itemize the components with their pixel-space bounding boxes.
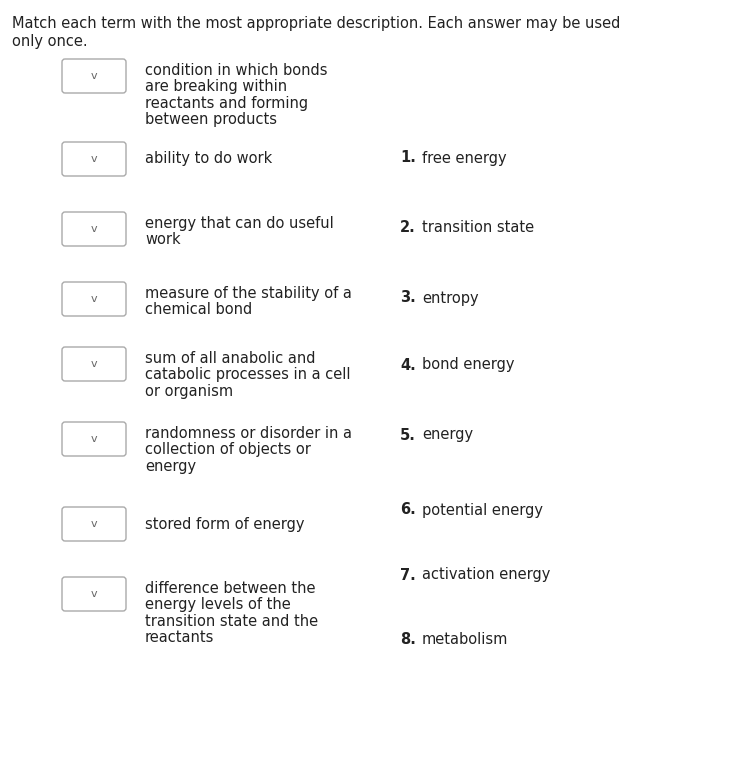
Text: difference between the: difference between the xyxy=(145,580,316,596)
FancyBboxPatch shape xyxy=(62,59,126,93)
Text: work: work xyxy=(145,232,181,248)
Text: 7.: 7. xyxy=(400,567,416,583)
FancyBboxPatch shape xyxy=(62,212,126,246)
Text: only once.: only once. xyxy=(12,34,87,49)
Text: v: v xyxy=(91,294,97,304)
Text: energy: energy xyxy=(145,459,196,474)
Text: potential energy: potential energy xyxy=(422,503,543,518)
Text: 4.: 4. xyxy=(400,358,416,372)
Text: transition state and the: transition state and the xyxy=(145,614,318,629)
Text: bond energy: bond energy xyxy=(422,358,515,372)
Text: energy: energy xyxy=(422,428,473,442)
FancyBboxPatch shape xyxy=(62,282,126,316)
Text: stored form of energy: stored form of energy xyxy=(145,517,304,532)
Text: activation energy: activation energy xyxy=(422,567,551,583)
Text: collection of objects or: collection of objects or xyxy=(145,442,311,457)
Text: catabolic processes in a cell: catabolic processes in a cell xyxy=(145,367,351,383)
FancyBboxPatch shape xyxy=(62,507,126,541)
Text: v: v xyxy=(91,589,97,599)
Text: metabolism: metabolism xyxy=(422,632,508,647)
Text: v: v xyxy=(91,519,97,529)
Text: 2.: 2. xyxy=(400,220,416,235)
Text: Match each term with the most appropriate description. Each answer may be used: Match each term with the most appropriat… xyxy=(12,16,621,31)
Text: free energy: free energy xyxy=(422,151,507,165)
Text: energy levels of the: energy levels of the xyxy=(145,598,291,612)
Text: v: v xyxy=(91,359,97,369)
Text: are breaking within: are breaking within xyxy=(145,79,287,94)
Text: entropy: entropy xyxy=(422,290,479,306)
FancyBboxPatch shape xyxy=(62,347,126,381)
Text: 6.: 6. xyxy=(400,503,416,518)
Text: 5.: 5. xyxy=(400,428,416,442)
Text: energy that can do useful: energy that can do useful xyxy=(145,216,333,230)
Text: ability to do work: ability to do work xyxy=(145,151,272,167)
Text: v: v xyxy=(91,71,97,81)
Text: reactants: reactants xyxy=(145,630,214,646)
Text: condition in which bonds: condition in which bonds xyxy=(145,63,327,78)
Text: reactants and forming: reactants and forming xyxy=(145,95,308,111)
Text: sum of all anabolic and: sum of all anabolic and xyxy=(145,351,316,365)
Text: between products: between products xyxy=(145,113,277,127)
Text: 8.: 8. xyxy=(400,632,416,647)
Text: transition state: transition state xyxy=(422,220,534,235)
Text: measure of the stability of a: measure of the stability of a xyxy=(145,286,352,301)
Text: or organism: or organism xyxy=(145,384,233,399)
Text: chemical bond: chemical bond xyxy=(145,302,252,317)
Text: 3.: 3. xyxy=(400,290,416,306)
Text: 1.: 1. xyxy=(400,151,416,165)
FancyBboxPatch shape xyxy=(62,422,126,456)
Text: v: v xyxy=(91,224,97,234)
Text: randomness or disorder in a: randomness or disorder in a xyxy=(145,426,352,441)
Text: v: v xyxy=(91,434,97,444)
Text: v: v xyxy=(91,154,97,164)
FancyBboxPatch shape xyxy=(62,577,126,611)
FancyBboxPatch shape xyxy=(62,142,126,176)
